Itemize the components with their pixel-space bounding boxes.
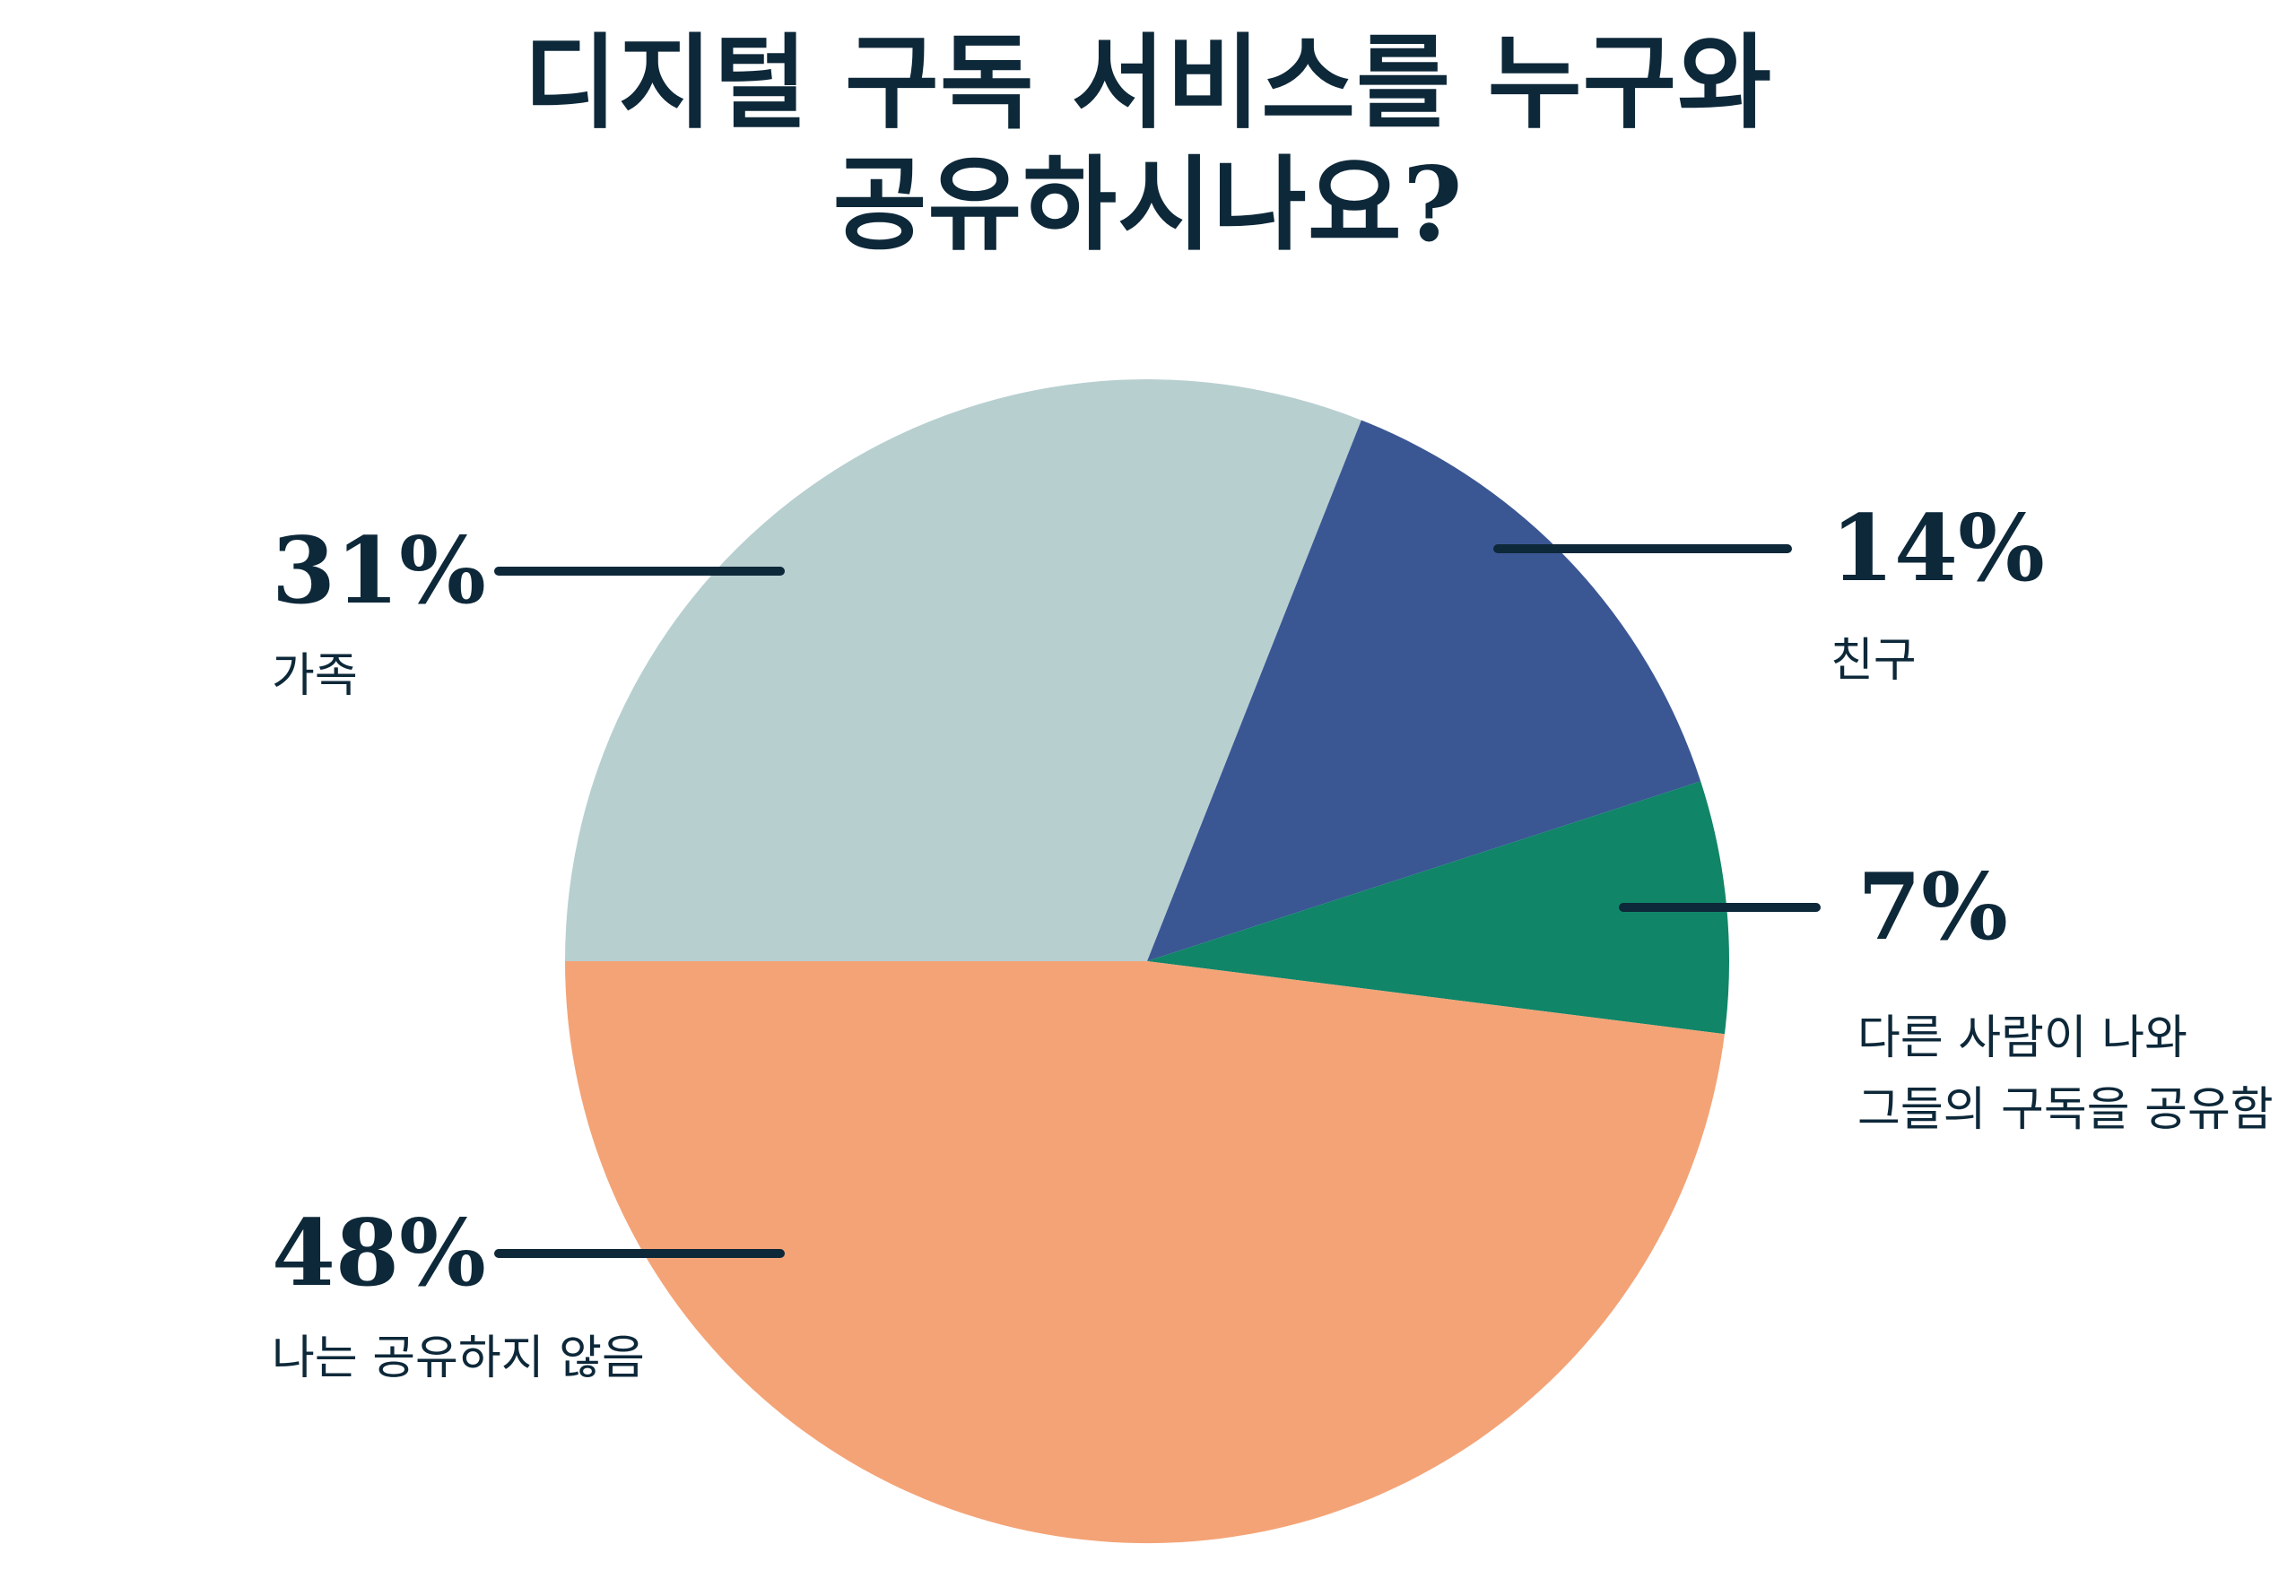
pct-friends: 14% xyxy=(1831,495,2045,603)
label-someone-else-shares-line1: 다른 사람이 나와 xyxy=(1857,1011,2187,1065)
chart-title-line1: 디지털 구독 서비스를 누구와 xyxy=(523,22,1773,143)
callout-friends: 14% 친구 xyxy=(1831,495,2045,689)
label-someone-else-shares: 다른 사람이 나와 그들의 구독을 공유함 xyxy=(1857,1002,2274,1146)
label-family: 가족 xyxy=(272,649,358,703)
label-someone-else-shares-line2: 그들의 구독을 공유함 xyxy=(1857,1083,2274,1137)
pie-slice-someone-else-shares-with-me xyxy=(1147,781,1730,1035)
callout-i-do-not-share: 48% 나는 공유하지 않음 xyxy=(272,1200,645,1386)
pie-slice-friends xyxy=(1147,420,1701,962)
pie-slice-family xyxy=(565,379,1361,962)
pct-i-do-not-share: 48% xyxy=(272,1200,486,1307)
pct-someone-else-shares: 7% xyxy=(1857,854,2008,961)
label-i-do-not-share: 나는 공유하지 않음 xyxy=(272,1331,645,1385)
pct-family: 31% xyxy=(272,517,486,625)
label-friends: 친구 xyxy=(1831,634,1917,688)
callout-someone-else-shares: 7% 다른 사람이 나와 그들의 구독을 공유함 xyxy=(1857,854,2274,1146)
pie-slice-i-do-not-share xyxy=(564,961,1725,1544)
callout-family: 31% 가족 xyxy=(272,517,486,704)
chart-title-line2: 공유하시나요? xyxy=(832,144,1464,265)
chart-title: 디지털 구독 서비스를 누구와 공유하시나요? xyxy=(0,22,2296,265)
